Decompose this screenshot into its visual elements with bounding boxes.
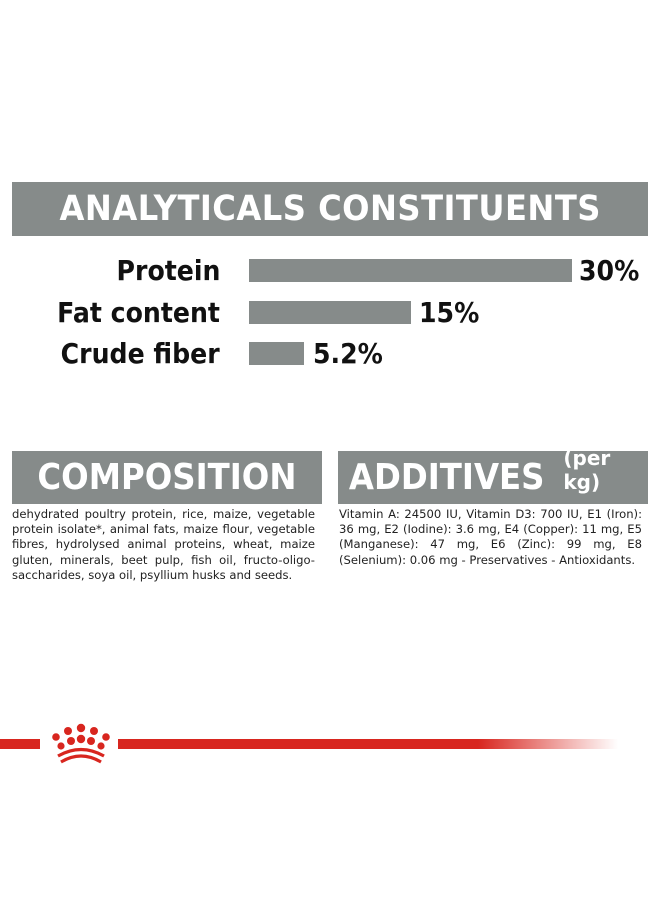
analytical-constituents-header: ANALYTICALS CONSTITUENTS xyxy=(12,182,648,236)
constituent-bar xyxy=(249,342,304,365)
additives-title: ADDITIVES xyxy=(348,457,545,498)
constituent-row-fat: Fat content 15% xyxy=(0,295,660,331)
constituent-label: Fat content xyxy=(57,296,220,329)
constituent-label: Crude fiber xyxy=(60,337,220,370)
constituent-label: Protein xyxy=(116,254,220,287)
additives-header: ADDITIVES (per kg) xyxy=(338,446,648,504)
analytical-constituents-title: ANALYTICALS CONSTITUENTS xyxy=(59,189,601,229)
constituent-row-protein: Protein 30% xyxy=(0,253,660,289)
footer-red-line-right xyxy=(118,739,618,749)
constituent-bar xyxy=(249,259,572,282)
constituent-value: 15% xyxy=(419,296,480,329)
composition-header: COMPOSITION xyxy=(12,451,322,504)
composition-text: dehydrated poultry protein, rice, maize,… xyxy=(12,507,315,582)
constituent-row-fiber: Crude fiber 5.2% xyxy=(0,336,660,372)
constituent-value: 5.2% xyxy=(313,337,383,370)
composition-title: COMPOSITION xyxy=(37,457,297,498)
constituent-bar xyxy=(249,301,411,324)
crown-icon xyxy=(52,723,110,764)
footer-red-line-left xyxy=(0,739,40,749)
additives-text: Vitamin A: 24500 IU, Vitamin D3: 700 IU,… xyxy=(339,507,642,567)
constituent-value: 30% xyxy=(579,254,640,287)
additives-subtitle: (per kg) xyxy=(563,446,611,494)
